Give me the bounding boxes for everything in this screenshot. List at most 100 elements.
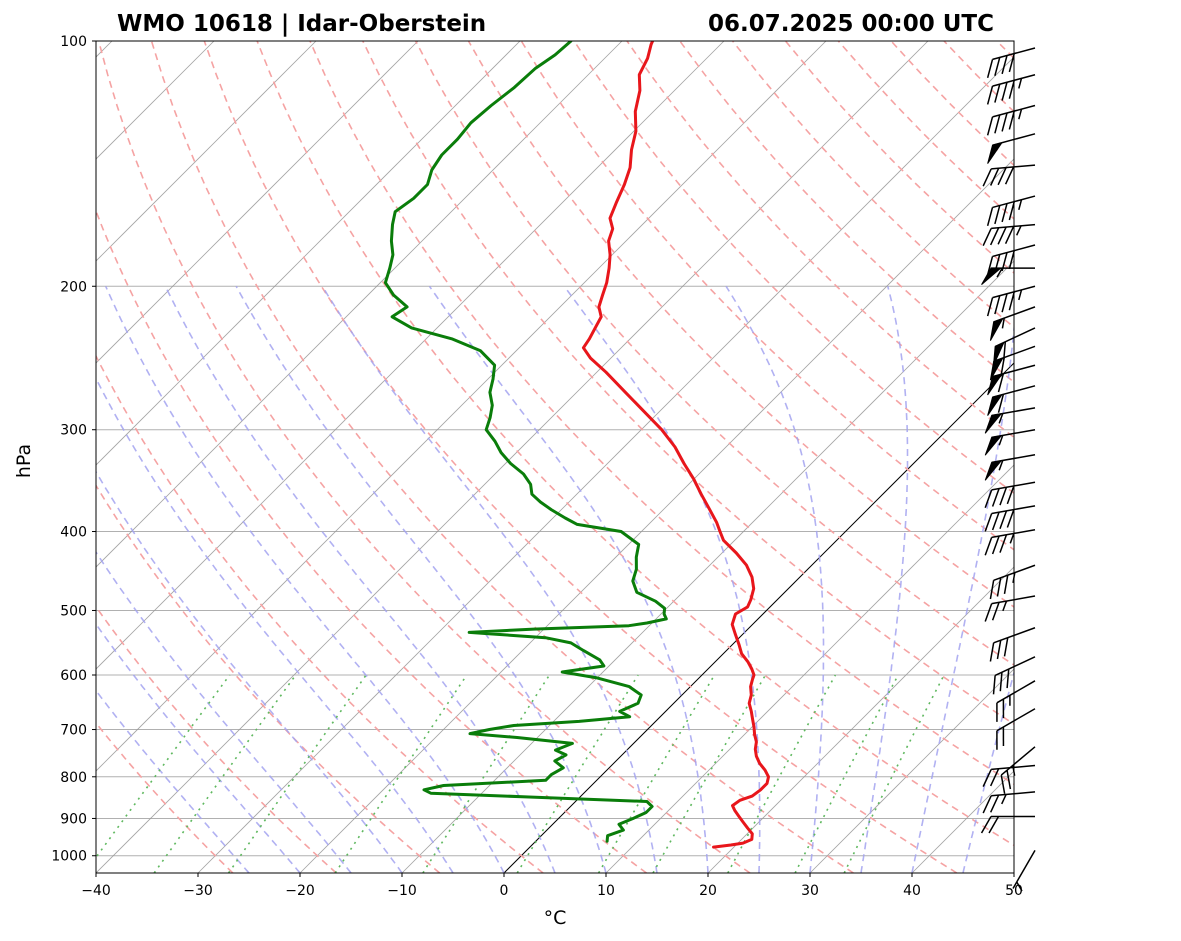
wind-barb-flag bbox=[984, 489, 993, 509]
y-tick-label: 100 bbox=[60, 34, 87, 50]
wind-barb-flag bbox=[986, 85, 994, 105]
y-tick-label: 700 bbox=[60, 723, 87, 739]
wind-barb-pennant bbox=[984, 459, 1003, 481]
dry-adiabat bbox=[256, 41, 1014, 847]
dewpoint-profile bbox=[383, 41, 668, 843]
isotherm-line bbox=[96, 41, 419, 364]
isotherm-line bbox=[605, 464, 1014, 873]
wind-barb bbox=[984, 595, 1036, 622]
mixing-ratio-line bbox=[843, 674, 945, 873]
wind-barb-flag bbox=[991, 535, 1000, 555]
wind-barb-half-flag bbox=[1018, 78, 1023, 89]
wind-barb-flag bbox=[989, 580, 995, 600]
wind-barb bbox=[984, 481, 1036, 509]
wind-barb-half-flag bbox=[1002, 600, 1008, 612]
wind-barb-pennant bbox=[981, 267, 1003, 285]
mixing-ratio-line bbox=[597, 674, 716, 873]
wind-barb bbox=[996, 708, 1036, 750]
sounding-profiles bbox=[383, 41, 770, 849]
wind-barb-flag bbox=[984, 603, 993, 622]
wind-barb-flag bbox=[997, 167, 1007, 186]
dry-adiabat bbox=[414, 41, 1014, 667]
x-tick-label: −20 bbox=[285, 883, 315, 899]
dry-adiabat bbox=[626, 41, 1014, 439]
y-tick-label: 200 bbox=[60, 279, 87, 295]
y-tick-label: 1000 bbox=[51, 849, 87, 865]
y-tick-label: 900 bbox=[60, 811, 87, 827]
wind-barb-half-flag bbox=[1001, 794, 1007, 805]
wind-barb-flag bbox=[999, 510, 1008, 530]
wind-barb-half-flag bbox=[1009, 533, 1015, 544]
plot-frame bbox=[95, 40, 1015, 874]
wind-barb-flag bbox=[1003, 575, 1009, 595]
wind-barb-flag bbox=[1000, 774, 1006, 794]
isobar-grid bbox=[96, 41, 1014, 857]
moist-adiabat bbox=[962, 669, 1014, 873]
wind-barb-half-flag bbox=[998, 413, 1004, 424]
wind-barb bbox=[984, 454, 1036, 481]
wind-barb-flag bbox=[989, 167, 1000, 186]
wind-barb bbox=[982, 164, 1036, 187]
wind-barb-half-flag bbox=[1015, 225, 1022, 236]
wind-barb-flag bbox=[1006, 509, 1015, 528]
wind-barb-half-flag bbox=[1018, 199, 1023, 210]
moist-adiabat bbox=[96, 689, 250, 873]
x-tick-label: 40 bbox=[903, 883, 921, 899]
dry-adiabat bbox=[150, 41, 854, 873]
isotherm-line bbox=[197, 56, 1014, 873]
wind-barb-flag bbox=[997, 226, 1007, 245]
moist-adiabat bbox=[104, 285, 505, 873]
wind-barb bbox=[984, 505, 1036, 532]
wind-barb-half-flag bbox=[1012, 572, 1016, 584]
wind-barb bbox=[984, 407, 1036, 434]
wind-barb-flag bbox=[982, 228, 992, 246]
wind-barb bbox=[984, 529, 1036, 556]
dry-adiabat bbox=[520, 41, 1014, 551]
wind-barb-half-flag bbox=[996, 267, 1003, 278]
wind-barb-flag bbox=[991, 511, 1000, 531]
wind-barb-flag bbox=[989, 642, 995, 662]
x-tick-label: −30 bbox=[183, 883, 213, 899]
mixing-ratio-line bbox=[727, 674, 837, 873]
wind-barb-flag bbox=[1001, 203, 1008, 223]
adiabat-lines bbox=[96, 41, 1014, 873]
dry-adiabat bbox=[96, 354, 544, 873]
wind-barb-half-flag bbox=[998, 460, 1004, 471]
wind-barbs bbox=[980, 47, 1036, 892]
wind-barb-pennant bbox=[987, 141, 1004, 164]
wind-barb-flag bbox=[994, 83, 1001, 103]
wind-barb bbox=[984, 428, 1036, 456]
wind-barb-flag bbox=[1000, 357, 1005, 377]
wind-barb bbox=[986, 47, 1036, 78]
wind-barb-pennant bbox=[984, 434, 1003, 456]
dry-adiabat bbox=[96, 208, 647, 873]
moist-adiabat bbox=[96, 376, 454, 873]
wind-barb bbox=[982, 764, 1036, 787]
x-tick-label: 0 bbox=[500, 883, 509, 899]
wind-barb-flag bbox=[982, 769, 992, 787]
wind-barb-flag bbox=[1008, 80, 1015, 99]
isotherm-line bbox=[401, 260, 1014, 873]
wind-barb-flag bbox=[988, 816, 1000, 834]
wind-barb-flag bbox=[1008, 250, 1015, 270]
y-tick-label: 600 bbox=[60, 668, 87, 684]
wind-barb-flag bbox=[986, 207, 994, 227]
wind-barb-flag bbox=[999, 534, 1008, 553]
wind-barb-flag bbox=[997, 373, 1005, 393]
wind-barb-flag bbox=[984, 537, 993, 556]
dry-adiabat bbox=[362, 41, 1014, 726]
wind-barb-half-flag bbox=[1001, 317, 1005, 329]
wind-barb-flag bbox=[989, 768, 1000, 787]
wind-barb bbox=[989, 345, 1036, 381]
isotherm-line bbox=[96, 41, 827, 772]
wind-barb-flag bbox=[984, 513, 993, 532]
wind-barb-pennant bbox=[989, 357, 1004, 381]
mixing-ratio-line bbox=[227, 674, 367, 873]
isotherm-line bbox=[707, 566, 1014, 873]
wind-barb-flag bbox=[1008, 201, 1015, 221]
isotherm-line bbox=[96, 41, 521, 466]
wind-barb bbox=[989, 306, 1036, 341]
wind-barb bbox=[987, 364, 1036, 396]
isotherm-line bbox=[96, 41, 623, 568]
